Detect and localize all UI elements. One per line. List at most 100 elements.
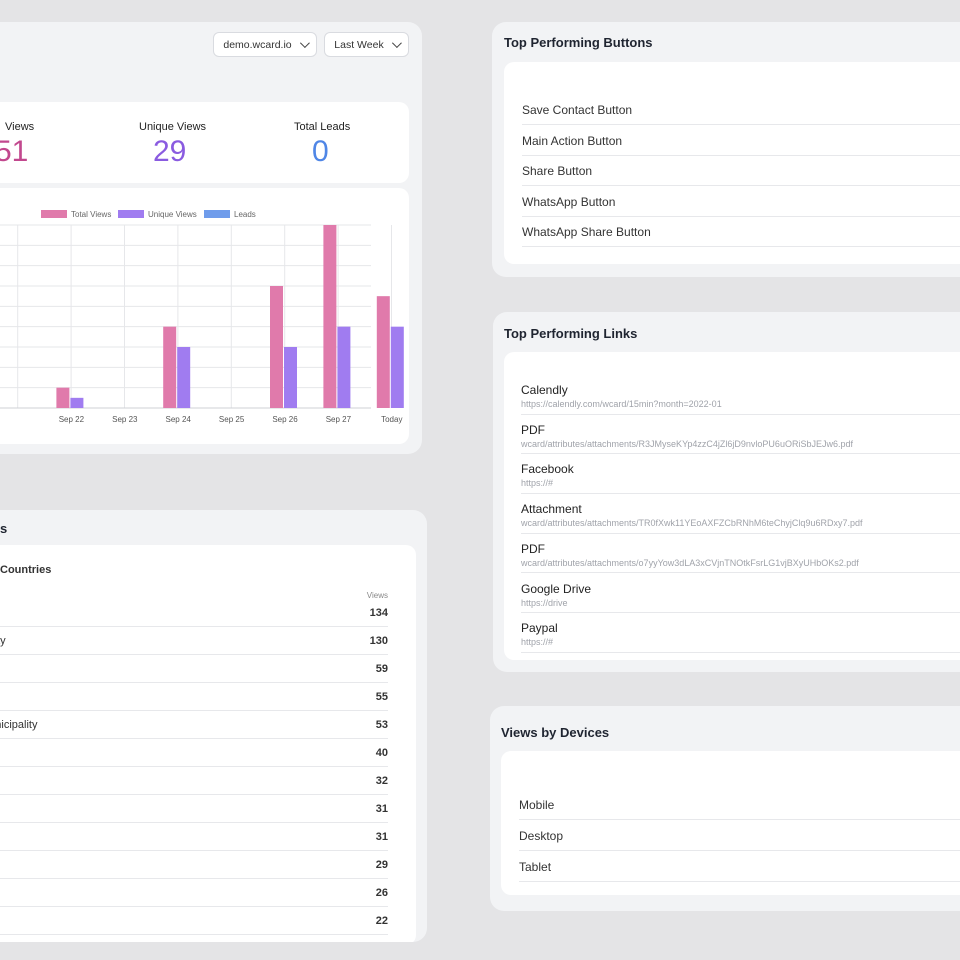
bar-unique-views	[70, 397, 84, 408]
countries-column-header: Views	[366, 591, 388, 600]
link-row[interactable]: Paypal https://#	[521, 613, 960, 653]
link-row[interactable]: Calendly https://calendly.com/wcard/15min…	[521, 375, 960, 415]
country-views: 53	[375, 719, 388, 731]
device-row-label: Mobile	[519, 798, 555, 812]
range-select-label: Last Week	[334, 38, 384, 51]
x-tick-label: Today	[381, 415, 402, 424]
countries-panel-title: s	[0, 521, 8, 536]
country-row: Municipality 53	[0, 711, 388, 739]
x-tick-label: Sep 26	[272, 415, 298, 424]
link-row[interactable]: Attachment wcard/attributes/attachments/T…	[521, 494, 960, 534]
links-panel: Top Performing Links Calendly https://cal…	[493, 312, 960, 672]
overview-panel: demo.wcard.io Last Week Views 51 Unique …	[0, 22, 422, 454]
button-row[interactable]: Save Contact Button	[522, 94, 960, 125]
stat-views-value: 51	[0, 135, 29, 168]
devices-card: Mobile Desktop Tablet	[501, 751, 960, 895]
country-views: 59	[375, 663, 388, 675]
link-url: https://#	[521, 637, 554, 648]
link-row[interactable]: Google Drive https://drive	[521, 574, 960, 614]
bar-total-views	[376, 296, 390, 408]
country-name: pality	[0, 635, 6, 647]
x-tick-label: Sep 25	[219, 415, 245, 424]
buttons-list: Save Contact Button Main Action Button Sha…	[504, 62, 960, 264]
bar-unique-views	[284, 347, 297, 408]
button-row-label: WhatsApp Button	[522, 194, 616, 209]
devices-panel-title: Views by Devices	[501, 725, 610, 740]
bar-total-views	[56, 387, 70, 408]
link-row[interactable]: PDF wcard/attributes/attachments/R3JMyseK…	[521, 415, 960, 455]
link-name: PDF	[521, 422, 545, 437]
link-url: wcard/attributes/attachments/R3JMyseKYp4…	[521, 438, 853, 449]
x-tick-label: Sep 23	[112, 415, 138, 424]
x-tick-label: Sep 24	[166, 415, 192, 424]
button-row[interactable]: WhatsApp Share Button	[522, 216, 960, 248]
country-row: pality 130	[0, 627, 388, 655]
stats-card: Views 51 Unique Views 29 Total Leads 0	[0, 102, 409, 183]
button-row-label: WhatsApp Share Button	[522, 225, 651, 240]
links-panel-title: Top Performing Links	[504, 326, 638, 341]
links-list: Calendly https://calendly.com/wcard/15min…	[504, 352, 960, 660]
countries-subtitle: Countries	[0, 564, 52, 576]
button-row-label: Share Button	[522, 164, 593, 179]
country-row: 22	[0, 907, 388, 935]
device-row: Tablet	[519, 851, 960, 882]
link-url: wcard/attributes/attachments/TR0fXwk11YE…	[521, 518, 863, 529]
country-views: 31	[375, 831, 388, 843]
countries-panel: s Countries Views 134 pality 130 59 55 Munici…	[0, 510, 427, 942]
buttons-card: Save Contact Button Main Action Button Sha…	[504, 62, 960, 264]
country-views: 22	[375, 915, 388, 927]
country-row: 31	[0, 823, 388, 851]
button-row[interactable]: Share Button	[522, 155, 960, 187]
devices-list: Mobile Desktop Tablet	[501, 751, 960, 895]
country-row: 59	[0, 655, 388, 683]
country-row: 40	[0, 739, 388, 767]
countries-card: Countries Views 134 pality 130 59 55 Municipa…	[0, 545, 416, 942]
link-url: https://calendly.com/wcard/15min?month=2…	[521, 399, 722, 409]
country-views: 32	[375, 775, 388, 787]
device-row-label: Desktop	[519, 829, 564, 843]
bar-unique-views	[337, 326, 351, 408]
bar-unique-views	[390, 326, 404, 408]
link-name: Attachment	[521, 502, 582, 517]
x-tick-label: Sep 22	[59, 415, 85, 424]
device-row: Mobile	[519, 789, 960, 820]
devices-panel: Views by Devices Mobile Desktop Tablet	[490, 706, 960, 911]
buttons-panel: Top Performing Buttons Save Contact Butt…	[492, 22, 960, 277]
button-row[interactable]: Main Action Button	[522, 125, 960, 156]
link-row[interactable]: PDF wcard/attributes/attachments/o7yyYow3…	[521, 534, 960, 574]
links-card: Calendly https://calendly.com/wcard/15min…	[504, 352, 960, 660]
stat-unique-views-label: Unique Views	[139, 121, 207, 133]
stat-views-label: Views	[5, 121, 35, 133]
link-url: https://drive	[521, 597, 568, 608]
countries-list: 134 pality 130 59 55 Municipality 53 40 32 31 31 29…	[0, 599, 416, 939]
link-name: Facebook	[521, 462, 574, 477]
country-row: 26	[0, 879, 388, 907]
range-select[interactable]: Last Week	[324, 32, 409, 57]
link-row[interactable]: Facebook https://#	[521, 454, 960, 495]
legend-label: Total Views	[71, 210, 111, 219]
country-views: 29	[375, 859, 388, 871]
button-row-label: Save Contact Button	[522, 103, 633, 117]
country-row: 31	[0, 795, 388, 823]
country-row: 32	[0, 767, 388, 795]
country-views: 55	[375, 691, 388, 703]
country-row: 29	[0, 851, 388, 879]
link-name: PDF	[521, 541, 545, 556]
site-select[interactable]: demo.wcard.io	[213, 32, 317, 57]
button-row[interactable]: WhatsApp Button	[522, 186, 960, 217]
country-views: 130	[369, 635, 388, 647]
device-row: Desktop	[519, 820, 960, 851]
site-select-label: demo.wcard.io	[223, 38, 292, 51]
buttons-panel-title: Top Performing Buttons	[504, 35, 653, 50]
country-views: 26	[375, 887, 388, 899]
stat-total-leads-value: 0	[312, 135, 329, 168]
country-name: Municipality	[0, 719, 38, 731]
bar-total-views	[163, 326, 177, 408]
stat-unique-views-value: 29	[153, 135, 187, 168]
x-tick-label: Sep 27	[326, 415, 352, 424]
link-name: Paypal	[521, 621, 558, 636]
link-name: Calendly	[521, 383, 568, 397]
chevron-down-icon	[391, 38, 402, 49]
